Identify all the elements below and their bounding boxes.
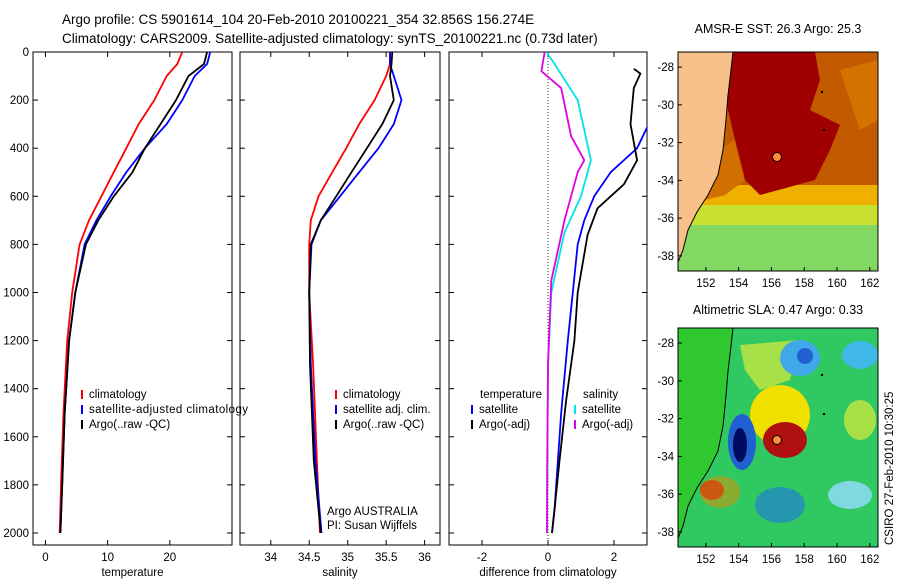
series-line-2 [59,52,208,534]
series-line-0 [308,52,391,534]
series-line-1 [551,68,642,534]
legend-label: satellite [582,404,621,416]
series-line-0 [58,52,184,534]
side-timestamp: CSIRO 27-Feb-2010 10:30:25 [884,392,896,545]
y-tick-label: 2000 [3,528,29,540]
series-line-2 [308,52,395,534]
legend-label: climatology [89,389,147,401]
figure-title-line1: Argo profile: CS 5901614_104 20-Feb-2010… [62,12,534,27]
y-tick-label: 800 [10,239,29,251]
map-y-tick-label: -32 [657,138,674,150]
map-y-tick-label: -28 [657,338,674,350]
sst-map: 152 154 156 158 160 162 -28 -30 -32 -34 -36 -38 [657,51,879,290]
map-y-tick-label: -30 [657,376,674,388]
map-x-tick-label: 156 [762,554,781,566]
legend-label: Argo(..raw -QC) [343,419,424,431]
map-y-tick-label: -34 [657,175,674,187]
salinity-panel-frame [239,51,441,546]
legend-label: Argo(-adj) [582,419,633,431]
x-tick-label: 34.5 [298,552,320,564]
sst-map-ticks: 152 154 156 158 160 162 -28 -30 -32 -34 -36 -38 [657,62,879,290]
legend-label: satellite-adjusted climatology [89,404,248,416]
x-tick-label: 0 [545,552,551,564]
temperature-panel: 0 10 2002004006008001000120014001600180020… [3,47,248,579]
temperature-panel-frame [32,51,233,546]
x-tick-label: 10 [101,552,114,564]
map-x-tick-label: 160 [827,278,846,290]
sla-map-ticks: 152 154 156 158 160 162 -28 -30 -32 -34 -36 -38 [657,338,879,566]
sla-argo-marker [772,435,782,445]
map-x-tick-label: 156 [762,278,781,290]
figure-title-line2: Climatology: CARS2009. Satellite-adjuste… [62,31,598,46]
sst-argo-marker [772,152,782,162]
legend-label: climatology [343,389,401,401]
legend-label: temperature [480,389,542,401]
series-line-3 [540,52,586,534]
map-x-tick-label: 158 [795,554,814,566]
map-x-tick-label: 152 [696,554,715,566]
map-y-tick-label: -28 [657,62,674,74]
map-x-tick-label: 162 [860,278,879,290]
map-y-tick-label: -34 [657,451,674,463]
x-tick-label: 35 [341,552,354,564]
difference-panel-xlabel: difference from climatology [479,567,616,579]
x-tick-label: 2 [611,552,617,564]
y-tick-label: 1200 [3,336,29,348]
map-x-tick-label: 162 [860,554,879,566]
panel-annotation: PI: Susan Wijffels [327,520,417,532]
salinity-panel-xlabel: salinity [322,567,357,579]
profile-panels: 0 10 2002004006008001000120014001600180020… [3,47,648,579]
map-x-tick-label: 160 [827,554,846,566]
x-tick-label: 20 [163,552,176,564]
sla-map-title: Altimetric SLA: 0.47 Argo: 0.33 [693,303,863,317]
map-x-tick-label: 154 [729,278,749,290]
temperature-panel-xlabel: temperature [101,567,163,579]
y-tick-label: 1800 [3,480,29,492]
map-y-tick-label: -32 [657,414,674,426]
series-line-1 [308,52,403,534]
y-tick-label: 400 [10,143,29,155]
salinity-panel: 34 34.5 35 35.5 36 salinity climatology satelli… [239,51,441,579]
y-tick-label: 1400 [3,384,29,396]
series-line-0 [551,125,647,534]
map-x-tick-label: 154 [729,554,749,566]
y-tick-label: 600 [10,191,29,203]
map-y-tick-label: -38 [657,251,674,263]
x-tick-label: -2 [477,552,487,564]
legend-label: satellite [479,404,518,416]
series-line-1 [59,52,212,534]
panel-annotation: Argo AUSTRALIA [327,506,418,518]
map-y-tick-label: -38 [657,527,674,539]
sla-map: 152 154 156 158 160 162 -28 -30 -32 -34 -36 -38 [657,327,879,566]
map-y-tick-label: -36 [657,489,674,501]
x-tick-label: 36 [418,552,431,564]
legend-label: satellite adj. clim. [343,404,431,416]
legend-label: Argo(-adj) [479,419,530,431]
x-tick-label: 0 [42,552,48,564]
y-tick-label: 200 [10,95,29,107]
map-y-tick-label: -30 [657,100,674,112]
legend-label: Argo(..raw -QC) [89,419,170,431]
x-tick-label: 35.5 [375,552,397,564]
y-tick-label: 1600 [3,432,29,444]
y-tick-label: 1000 [3,287,29,299]
sst-map-title: AMSR-E SST: 26.3 Argo: 25.3 [695,22,862,36]
x-tick-label: 34 [264,552,277,564]
legend-label: salinity [583,389,618,401]
y-tick-label: 0 [23,47,29,59]
map-x-tick-label: 152 [696,278,715,290]
map-x-tick-label: 158 [795,278,814,290]
map-y-tick-label: -36 [657,213,674,225]
difference-panel: -2 0 2 difference from climatology temperatu… [448,51,648,579]
